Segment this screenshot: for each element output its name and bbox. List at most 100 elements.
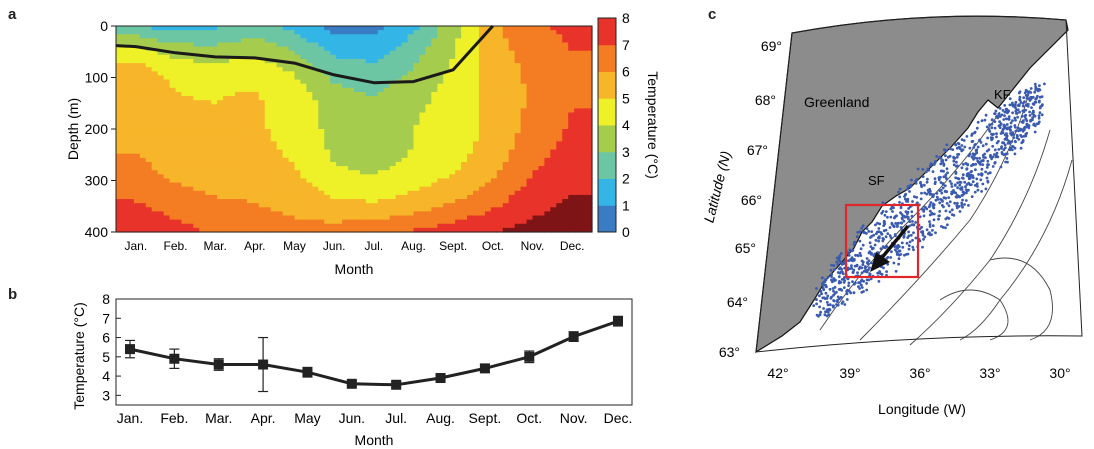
- temperature-cell: [300, 87, 307, 93]
- temperature-cell: [330, 30, 337, 35]
- temperature-cell: [169, 87, 177, 93]
- temperature-cell: [431, 182, 438, 188]
- observation-point: [1040, 113, 1044, 117]
- temperature-cell: [425, 87, 432, 93]
- temperature-cell: [252, 199, 260, 204]
- temperature-cell: [425, 190, 432, 196]
- temperature-cell: [145, 149, 153, 155]
- temperature-cell: [264, 182, 272, 188]
- temperature-cell: [419, 83, 426, 89]
- temperature-cell: [544, 71, 551, 77]
- observation-point: [824, 310, 827, 314]
- temperature-cell: [508, 34, 516, 39]
- temperature-cell: [449, 174, 456, 180]
- temperature-cell: [121, 129, 129, 134]
- temperature-cell: [121, 26, 129, 31]
- temperature-cell: [502, 199, 510, 204]
- temperature-cell: [556, 145, 563, 151]
- temperature-cell: [490, 112, 498, 118]
- temperature-cell: [467, 137, 474, 142]
- temperature-cell: [312, 96, 319, 101]
- temperature-cell: [151, 38, 159, 44]
- temperature-cell: [425, 145, 432, 151]
- temperature-cell: [478, 38, 486, 44]
- temperature-cell: [484, 58, 492, 64]
- temperature-cell: [288, 186, 296, 192]
- temperature-cell: [330, 145, 337, 151]
- temperature-cell: [508, 75, 516, 81]
- temperature-cell: [211, 223, 218, 229]
- temperature-cell: [145, 26, 153, 31]
- temperature-cell: [526, 58, 534, 64]
- observation-point: [1000, 145, 1003, 149]
- observation-point: [850, 264, 853, 268]
- temperature-cell: [223, 26, 230, 31]
- temperature-cell: [371, 83, 379, 89]
- temperature-cell: [431, 42, 438, 48]
- temperature-cell: [371, 203, 379, 208]
- temperature-cell: [550, 96, 557, 101]
- temperature-cell: [544, 58, 551, 64]
- temperature-cell: [377, 58, 385, 64]
- temperature-cell: [496, 145, 504, 151]
- temperature-cell: [306, 67, 313, 72]
- temperature-cell: [240, 120, 248, 126]
- temperature-cell: [484, 67, 492, 72]
- temperature-cell: [235, 112, 242, 118]
- temperature-cell: [306, 120, 313, 126]
- temperature-cell: [116, 186, 123, 192]
- temperature-cell: [550, 203, 557, 208]
- temperature-cell: [306, 194, 313, 200]
- observation-point: [921, 168, 925, 171]
- temperature-cell: [508, 166, 516, 171]
- temperature-cell: [205, 116, 212, 122]
- temperature-cell: [377, 124, 385, 130]
- temperature-cell: [282, 116, 290, 122]
- temperature-cell: [187, 190, 194, 196]
- temperature-cell: [193, 75, 200, 81]
- temperature-cell: [270, 75, 278, 81]
- temperature-cell: [193, 50, 200, 56]
- temperature-cell: [514, 75, 522, 81]
- temperature-cell: [169, 100, 177, 105]
- observation-point: [980, 173, 984, 177]
- temperature-cell: [330, 211, 337, 217]
- temperature-cell: [288, 87, 296, 93]
- temperature-cell: [484, 227, 492, 233]
- x-tick-label: Dec.: [604, 410, 633, 426]
- temperature-cell: [467, 58, 474, 64]
- temperature-cell: [383, 67, 391, 72]
- temperature-cell: [324, 227, 331, 233]
- temperature-cell: [437, 100, 444, 105]
- temperature-cell: [419, 116, 426, 122]
- temperature-cell: [449, 34, 456, 39]
- temperature-cell: [377, 194, 385, 200]
- temperature-cell: [425, 174, 432, 180]
- temperature-cell: [336, 203, 343, 208]
- temperature-cell: [348, 223, 355, 229]
- temperature-cell: [526, 46, 534, 52]
- temperature-cell: [514, 100, 522, 105]
- temperature-cell: [157, 223, 165, 229]
- temperature-cell: [490, 50, 498, 56]
- temperature-cell: [478, 203, 486, 208]
- temperature-cell: [574, 79, 581, 85]
- x-tick-label: Apr.: [251, 410, 276, 426]
- temperature-cell: [252, 145, 260, 151]
- temperature-cell: [437, 182, 444, 188]
- observation-point: [1030, 106, 1033, 109]
- temperature-cell: [443, 227, 450, 233]
- temperature-cell: [538, 30, 545, 35]
- temperature-cell: [240, 46, 248, 52]
- temperature-cell: [383, 75, 391, 81]
- temperature-cell: [145, 145, 153, 151]
- temperature-cell: [181, 34, 188, 39]
- observation-point: [910, 210, 914, 214]
- x-tick-label: Jan.: [124, 239, 147, 253]
- temperature-cell: [348, 42, 355, 48]
- temperature-cell: [359, 50, 367, 56]
- temperature-cell: [478, 42, 486, 48]
- temperature-cell: [348, 104, 355, 109]
- temperature-cell: [116, 199, 123, 204]
- observation-point: [988, 130, 992, 133]
